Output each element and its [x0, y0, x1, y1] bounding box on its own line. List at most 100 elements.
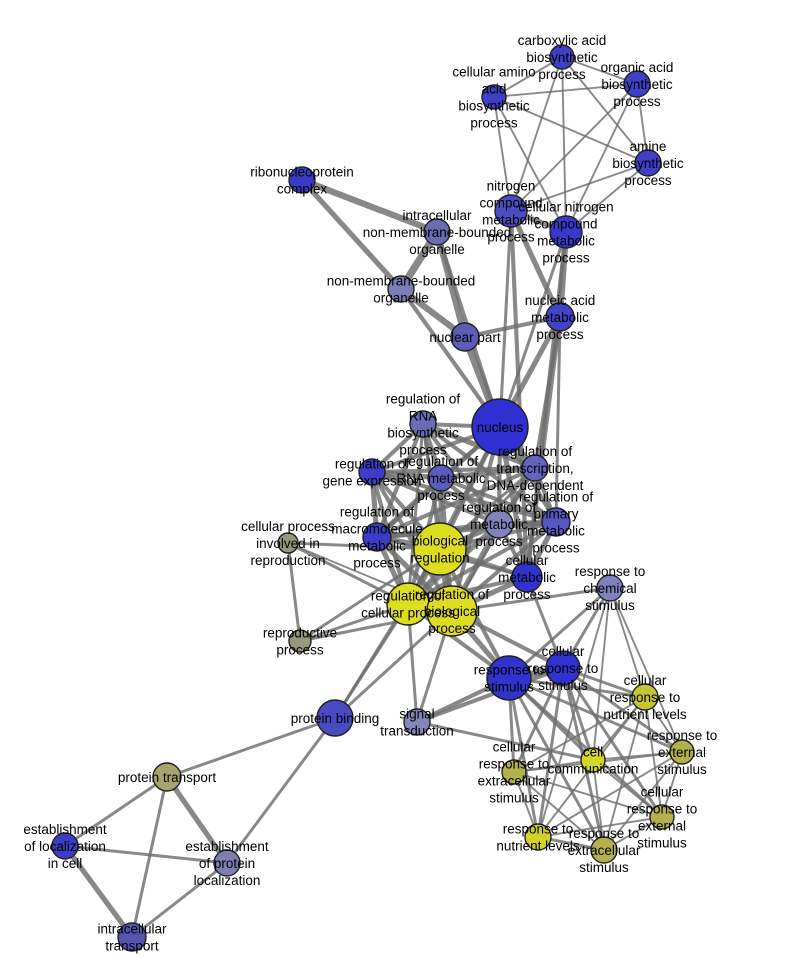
edge-epl-it [130, 861, 229, 939]
node-ncm[interactable] [494, 194, 528, 228]
node-rmm[interactable] [362, 522, 392, 552]
edge-rcs-res [609, 587, 683, 753]
node-rrb[interactable] [409, 410, 437, 438]
node-ab[interactable] [634, 149, 662, 177]
edge-rnp-inmo [298, 176, 441, 236]
edge-cpir-rp [286, 541, 302, 643]
edge-pt-it [130, 775, 169, 939]
edge-rrb-rcp [406, 422, 425, 606]
node-rs[interactable] [486, 655, 532, 701]
node-rnp[interactable] [288, 166, 316, 194]
edge-nam-cm [524, 314, 563, 580]
edge-oab-cncm [565, 83, 638, 233]
node-rrm[interactable] [427, 464, 455, 492]
edge-cc-rexs [592, 759, 605, 851]
edge-rbp-rcs [450, 586, 612, 613]
edge-crnl-crexs [513, 696, 646, 773]
edge-ab-cncm [565, 162, 649, 233]
node-elc[interactable] [51, 832, 79, 860]
node-rtd[interactable] [521, 454, 549, 482]
edge-br-rp [298, 547, 442, 643]
node-cc[interactable] [580, 747, 606, 773]
edge-cab-caab [493, 56, 563, 98]
node-st[interactable] [403, 708, 431, 736]
node-cpir[interactable] [277, 532, 299, 554]
edge-ncm-nuc [498, 209, 513, 429]
node-rpm[interactable] [541, 507, 571, 537]
edge-rbp-rp [298, 609, 454, 643]
node-res[interactable] [669, 739, 695, 765]
edge-cab-cncm [561, 56, 567, 233]
edge-rs-rexs [507, 676, 606, 852]
node-br[interactable] [413, 522, 467, 576]
edge-cab-ncm [510, 56, 563, 212]
edge-rbp-pb [333, 609, 454, 720]
edge-rs-crens [507, 676, 664, 819]
edge-crs-rnl [536, 666, 565, 839]
edge-crs-crexs [512, 666, 565, 774]
node-crs[interactable] [545, 650, 581, 686]
node-inmo[interactable] [423, 218, 451, 246]
edge-rtd-rge [369, 465, 538, 475]
node-cncm[interactable] [549, 215, 583, 249]
edge-cc-crens [592, 759, 663, 818]
node-rexs[interactable] [590, 836, 618, 864]
edge-ncm-nam [508, 208, 563, 320]
node-pb[interactable] [316, 699, 354, 737]
edge-cab-ab [561, 56, 649, 164]
node-nmo[interactable] [387, 275, 415, 303]
edge-epl-pb [225, 716, 337, 865]
edge-st-cc [415, 720, 595, 762]
edge-rcs-cc [592, 587, 611, 761]
node-pt[interactable] [152, 762, 182, 792]
edge-res-rnl [537, 751, 683, 838]
edge-cc-crexs [513, 759, 594, 773]
edge-caab-ab [493, 96, 649, 164]
edge-crnl-crens [644, 696, 663, 818]
node-rcs[interactable] [596, 574, 624, 602]
edge-caab-oab [493, 83, 638, 98]
edge-rrm-rpm [438, 475, 559, 525]
edge-crexs-rexs [513, 771, 605, 851]
edge-rcp-cpir [286, 541, 410, 606]
node-caab[interactable] [481, 84, 507, 110]
edge-caab-ncm [493, 96, 512, 212]
edge-rge-rpm [369, 469, 559, 525]
node-oab[interactable] [623, 70, 651, 98]
edge-pt-elc [63, 775, 169, 848]
node-cab[interactable] [549, 44, 575, 70]
edge-rcs-crnl [609, 587, 646, 698]
edge-oab-ncm [510, 83, 638, 212]
edge-pt-pb [165, 716, 337, 779]
node-rcp[interactable] [386, 582, 430, 626]
edge-crexs-crens [513, 771, 663, 818]
edge-ab-ncm [510, 162, 649, 212]
node-nam[interactable] [545, 302, 575, 332]
node-cm[interactable] [511, 561, 543, 593]
node-rp[interactable] [288, 629, 312, 653]
edge-rnp-nmo [299, 177, 404, 292]
edge-elc-epl [63, 844, 229, 865]
edge-rcs-rnl [537, 587, 611, 838]
edge-elc-it [62, 843, 135, 940]
edge-crs-st [414, 665, 566, 725]
node-rge[interactable] [358, 458, 386, 486]
edge-nam-rpm [554, 315, 562, 524]
edge-caab-cncm [493, 96, 567, 233]
edge-cncm-nuc [498, 230, 568, 429]
node-crnl[interactable] [631, 683, 659, 711]
node-crexs[interactable] [501, 759, 527, 785]
node-it[interactable] [117, 922, 147, 952]
node-crens[interactable] [649, 804, 675, 830]
node-rnl[interactable] [524, 823, 552, 851]
edge-rs-rnl [507, 676, 540, 839]
node-rbp[interactable] [426, 585, 478, 637]
node-np[interactable] [450, 322, 480, 352]
node-nuc[interactable] [471, 398, 529, 456]
node-epl[interactable] [213, 849, 241, 877]
edge-crens-rnl [537, 816, 663, 838]
edge-rge-rm [369, 469, 502, 527]
node-rm[interactable] [484, 509, 514, 539]
